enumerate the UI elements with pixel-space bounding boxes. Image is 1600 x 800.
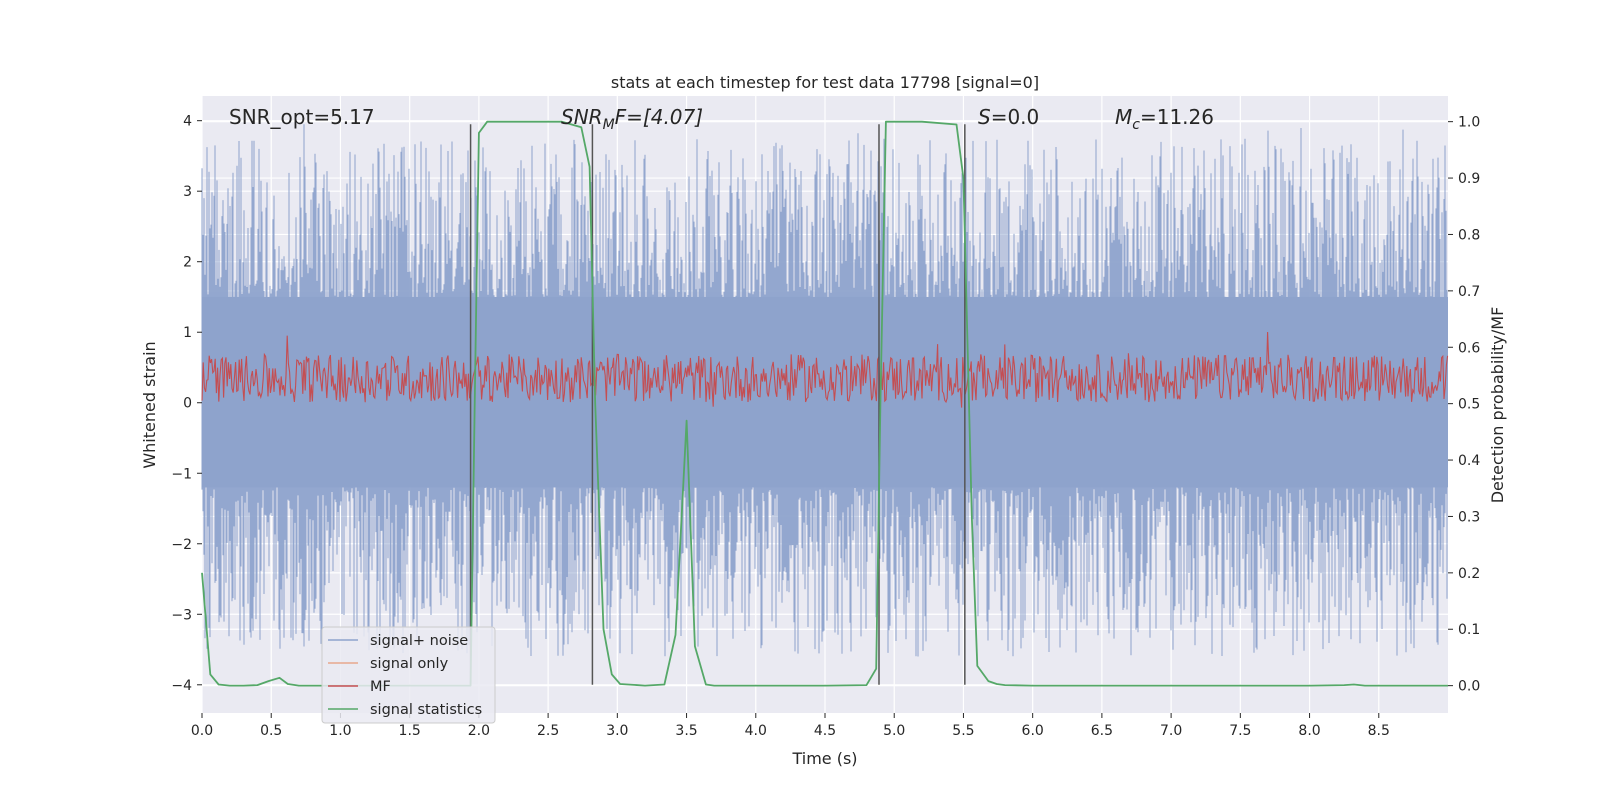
y2-tick-label: 0.2 [1458, 566, 1480, 582]
x-tick-label: 0.0 [191, 723, 213, 739]
y-tick-label: 0 [183, 396, 192, 412]
y-tick-label: 1 [183, 325, 192, 341]
legend-label-signal-noise: signal+ noise [370, 633, 468, 649]
x-tick-label: 1.5 [399, 723, 421, 739]
y-tick-label: −3 [171, 607, 192, 623]
legend-label-signal-statistics: signal statistics [370, 702, 482, 718]
annotation-mc: Mc=11.26 [1115, 105, 1214, 133]
snr-mf-base: SNR [561, 105, 603, 129]
x-tick-label: 1.0 [329, 723, 351, 739]
snr-mf-rest: F=[4.07] [615, 105, 703, 129]
x-tick-label: 4.0 [745, 723, 767, 739]
x-tick-label: 5.0 [883, 723, 905, 739]
annotation-snr-opt: SNR_opt=5.17 [229, 105, 375, 129]
y-axis-ticks: 4 3 2 1 0 −1 −2 −3 −4 [171, 114, 202, 694]
y2-tick-label: 0.8 [1458, 227, 1480, 243]
x-axis-label: Time (s) [791, 749, 857, 768]
x-tick-label: 8.0 [1298, 723, 1320, 739]
signal-statistics-line [201, 120, 1448, 687]
x-tick-label: 8.5 [1368, 723, 1390, 739]
annotation-snr-mf: SNRMF=[4.07] [561, 105, 703, 133]
chart-title: stats at each timestep for test data 177… [611, 73, 1039, 92]
x-tick-label: 2.5 [537, 723, 559, 739]
y2-tick-label: 0.3 [1458, 509, 1480, 525]
y2-axis-label: Detection probability/MF [1488, 307, 1507, 504]
x-tick-label: 6.5 [1091, 723, 1113, 739]
x-tick-label: 0.5 [260, 723, 282, 739]
y2-tick-label: 1.0 [1458, 115, 1480, 131]
x-tick-label: 2.0 [468, 723, 490, 739]
x-tick-label: 5.5 [952, 723, 974, 739]
y-tick-label: −2 [171, 537, 192, 553]
x-tick-label: 3.5 [675, 723, 697, 739]
y-axis-label: Whitened strain [140, 341, 159, 468]
y-tick-label: 2 [183, 255, 192, 271]
y2-tick-label: 0.9 [1458, 171, 1480, 187]
x-tick-label: 7.0 [1160, 723, 1182, 739]
mc-sub: c [1132, 117, 1140, 133]
x-axis-ticks: 0.0 0.5 1.0 1.5 2.0 2.5 3.0 3.5 4.0 4.5 5.0 5.5 6.0 6… [191, 713, 1390, 739]
y2-tick-label: 0.5 [1458, 397, 1480, 413]
y2-tick-label: 0.6 [1458, 340, 1480, 356]
s-var: S [978, 105, 991, 129]
y2-tick-label: 0.0 [1458, 679, 1480, 695]
y-tick-label: 4 [183, 114, 192, 130]
legend: signal+ noise signal only MF signal stat… [321, 626, 496, 724]
snr-mf-sub: M [603, 117, 615, 133]
y2-tick-label: 0.1 [1458, 622, 1480, 638]
s-rest: =0.0 [991, 105, 1040, 129]
mf-series [201, 331, 1449, 408]
x-tick-label: 3.0 [606, 723, 628, 739]
mc-base: M [1115, 105, 1132, 129]
y2-tick-label: 0.7 [1458, 284, 1480, 300]
y2-axis-ticks: 1.0 0.9 0.8 0.7 0.6 0.5 0.4 0.3 0.2 0.1 0.0 [1448, 115, 1480, 695]
legend-box [321, 626, 496, 724]
y-tick-label: −4 [171, 678, 192, 694]
x-tick-label: 4.5 [814, 723, 836, 739]
annotation-s: S=0.0 [978, 105, 1039, 129]
mf-trace [201, 331, 1449, 408]
x-tick-label: 7.5 [1229, 723, 1251, 739]
signal-statistics-series [201, 120, 1448, 687]
y2-tick-label: 0.4 [1458, 453, 1480, 469]
y-tick-label: −1 [171, 466, 192, 482]
legend-label-signal-only: signal only [370, 656, 449, 672]
legend-label-mf: MF [370, 679, 391, 695]
mc-rest: =11.26 [1140, 105, 1214, 129]
x-tick-label: 6.0 [1022, 723, 1044, 739]
y-tick-label: 3 [183, 184, 192, 200]
